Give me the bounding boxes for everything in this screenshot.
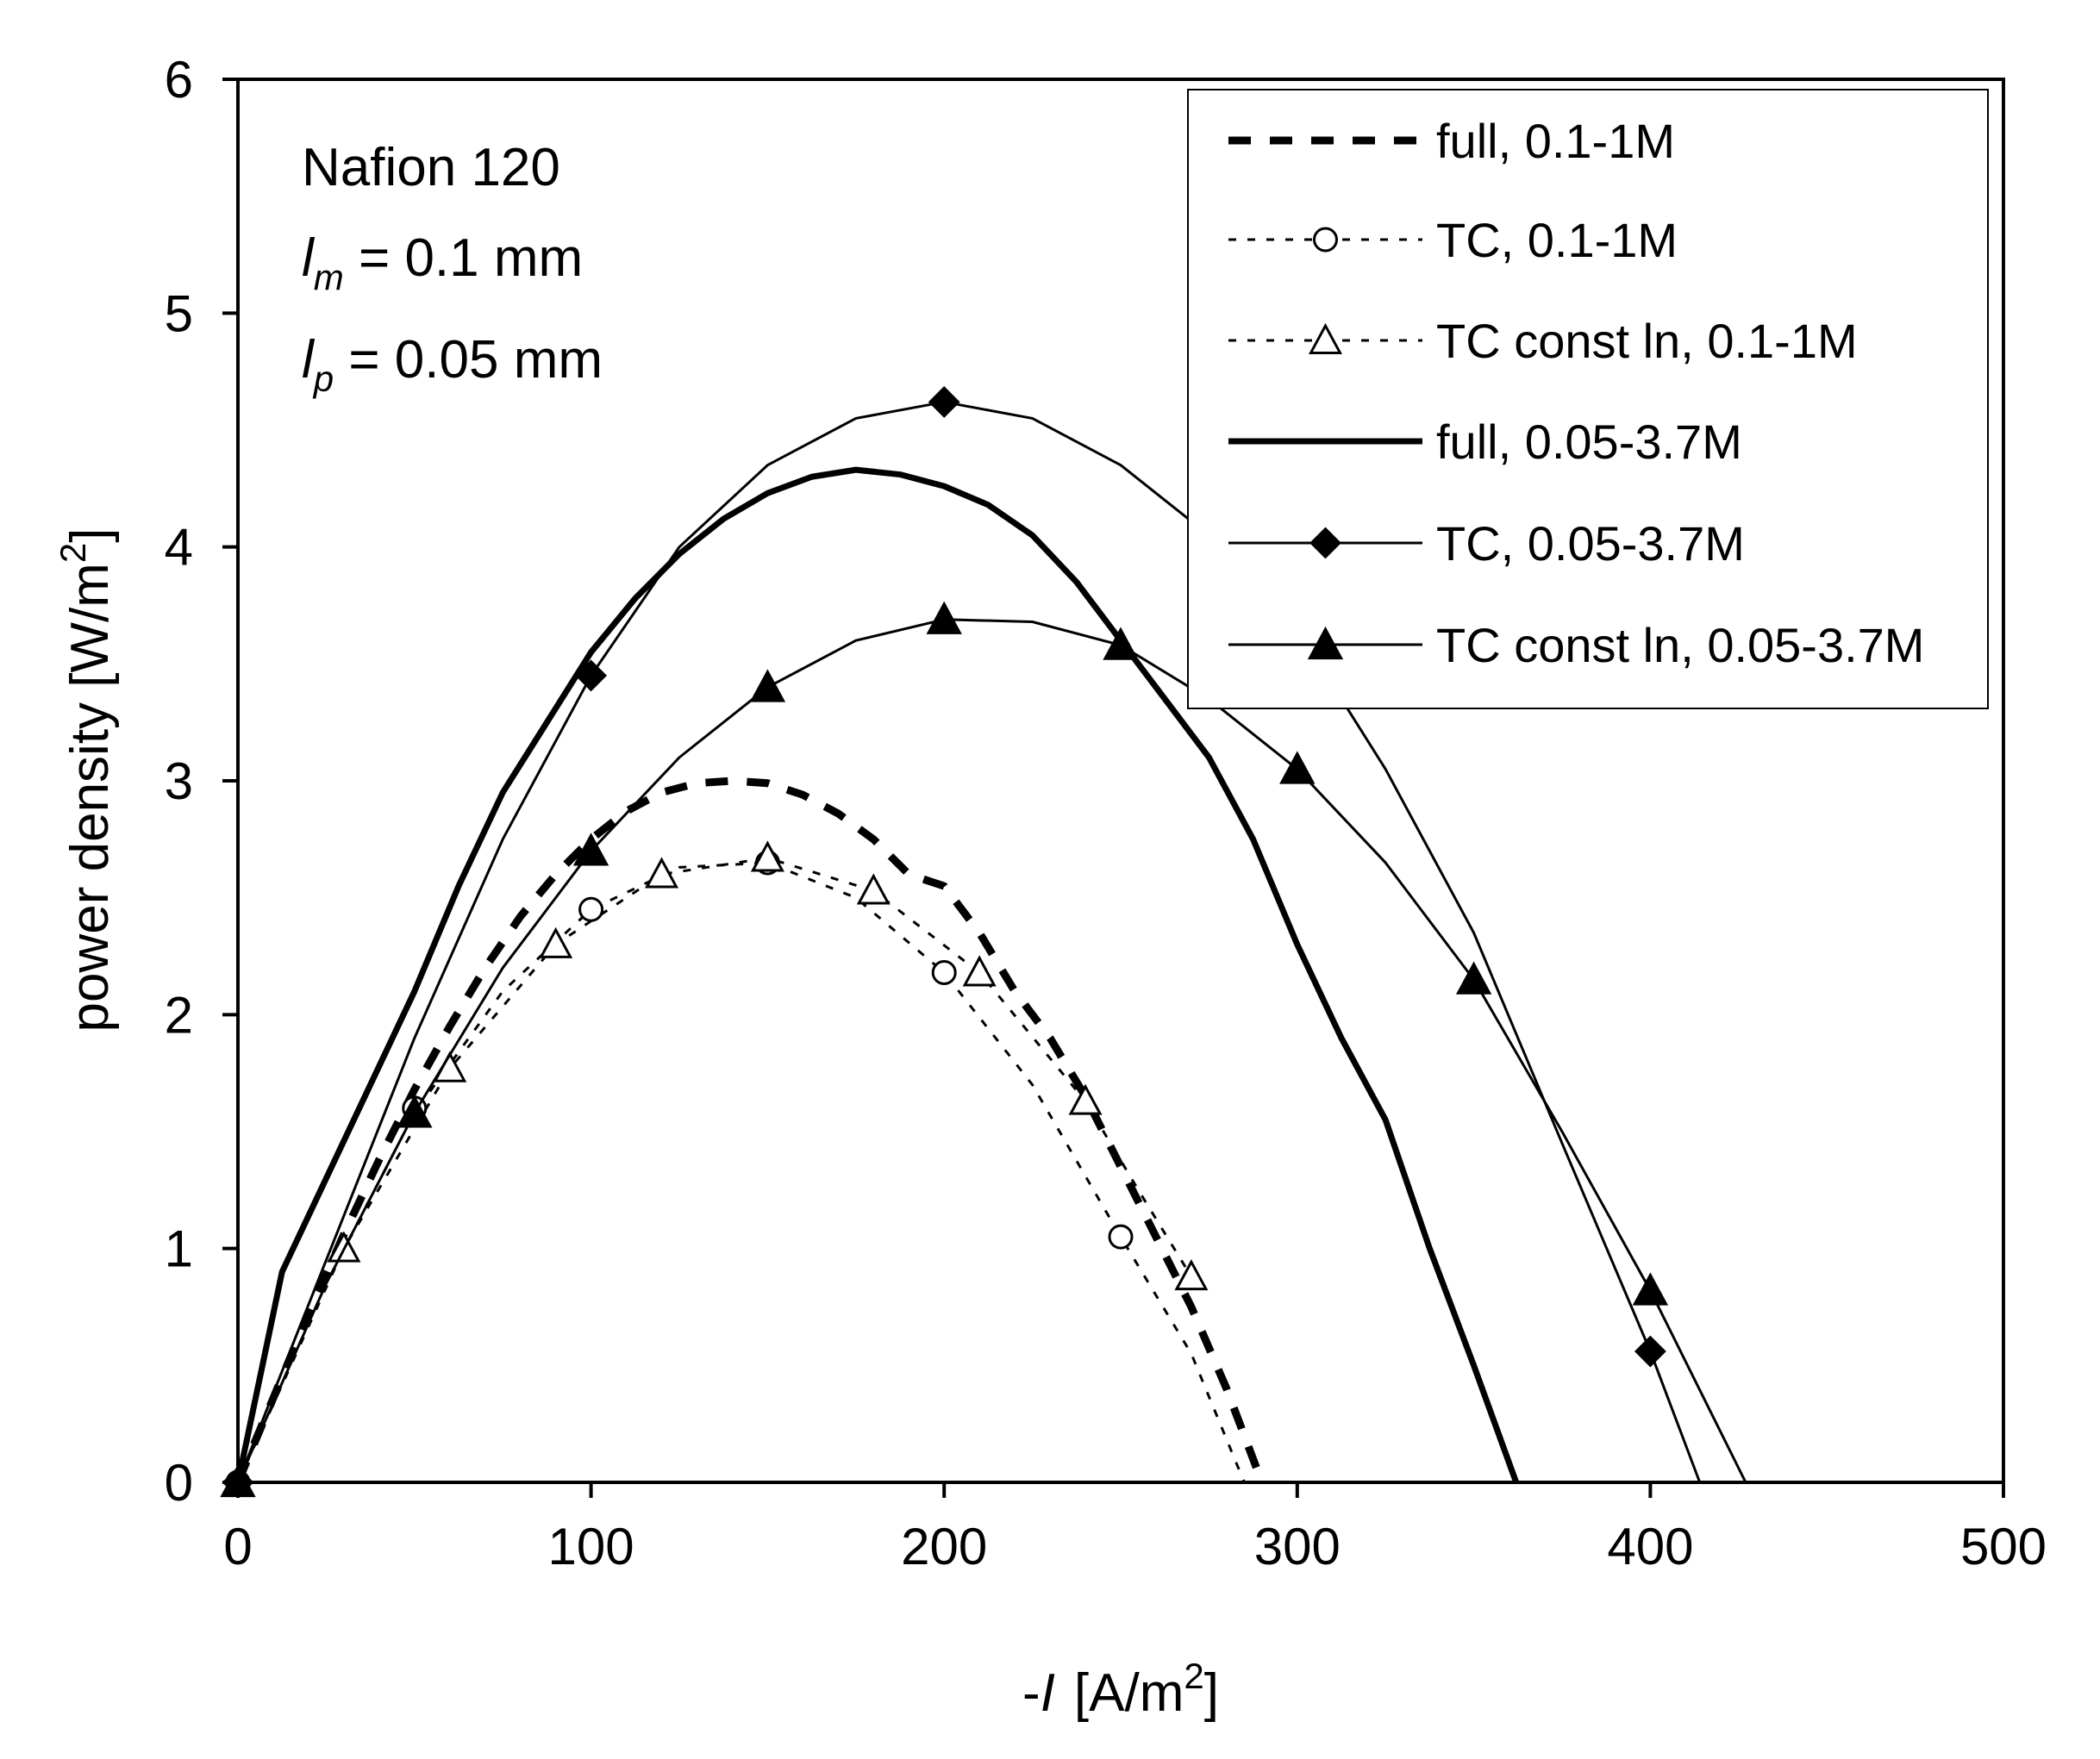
- series-4: [234, 466, 1520, 1484]
- annotation-membrane-thickness: lm = 0.1 mm: [302, 228, 583, 297]
- legend-marker: [1308, 322, 1343, 354]
- data-point: [1634, 1335, 1666, 1368]
- legend-box: [1187, 89, 1989, 709]
- x-axis-title: -I [A/m2]: [1022, 1656, 1219, 1723]
- legend: full, 0.1-1M TC, 0.1-1M TC const ln, 0.1-1…: [1187, 89, 1989, 709]
- legend-item: full, 0.1-1M: [1228, 114, 1675, 168]
- series-5: [222, 386, 1702, 1499]
- y-axis: 0 1 2 3 4 5 6: [165, 51, 238, 1512]
- legend-item: TC, 0.1-1M: [1228, 213, 1678, 267]
- legend-marker: [1309, 527, 1341, 559]
- data-point: [578, 896, 604, 922]
- series-1: [234, 777, 1266, 1484]
- data-point: [749, 669, 786, 702]
- data-point: [1455, 961, 1492, 995]
- y-tick-label: 3: [165, 752, 193, 810]
- annotation-block: Nafion 120 lm = 0.1 mm lp = 0.05 mm: [302, 138, 603, 399]
- y-tick-label: 4: [165, 519, 193, 577]
- y-axis-title: power density [W/m2]: [53, 528, 120, 1032]
- annotation-membrane: Nafion 120: [302, 138, 560, 197]
- data-point: [645, 857, 679, 889]
- data-point: [1632, 1272, 1669, 1306]
- legend-item: full, 0.05-3.7M: [1228, 415, 1742, 469]
- legend-label: TC const ln, 0.05-3.7M: [1436, 618, 1924, 672]
- legend-label: full, 0.05-3.7M: [1436, 415, 1742, 469]
- series-layer: [220, 386, 1747, 1499]
- legend-label: TC, 0.05-3.7M: [1436, 516, 1745, 571]
- legend-item: TC const ln, 0.05-3.7M: [1228, 618, 1924, 672]
- x-axis: 0 100 200 300 400 500: [223, 1482, 2047, 1575]
- data-point: [539, 926, 573, 958]
- data-point: [928, 386, 960, 418]
- y-tick-label: 2: [165, 986, 193, 1044]
- series-line: [236, 618, 1747, 1483]
- series-line: [234, 777, 1266, 1484]
- y-tick-label: 5: [165, 284, 193, 342]
- legend-marker: [1313, 227, 1338, 253]
- annotation-porous-thickness: lp = 0.05 mm: [302, 330, 603, 399]
- legend-marker: [1307, 626, 1344, 660]
- series-line: [236, 400, 1702, 1483]
- data-point: [962, 955, 997, 987]
- series-line: [234, 466, 1520, 1484]
- data-point: [750, 840, 784, 872]
- data-point: [926, 601, 962, 634]
- data-point: [1279, 751, 1316, 784]
- x-tick-label: 500: [1960, 1518, 2047, 1575]
- data-point: [856, 873, 891, 905]
- data-point: [220, 1463, 256, 1498]
- legend-item: TC, 0.05-3.7M: [1228, 516, 1745, 571]
- data-point: [572, 833, 609, 866]
- x-tick-label: 300: [1254, 1518, 1341, 1575]
- data-point: [1174, 1259, 1209, 1291]
- data-point: [1103, 627, 1139, 660]
- legend-label: TC, 0.1-1M: [1436, 213, 1678, 267]
- series-line: [236, 857, 1193, 1483]
- data-point: [575, 659, 608, 692]
- y-tick-label: 0: [165, 1454, 193, 1512]
- legend-label: TC const ln, 0.1-1M: [1436, 314, 1858, 368]
- x-tick-label: 0: [223, 1518, 252, 1575]
- series-2: [225, 850, 1246, 1495]
- data-point: [1068, 1083, 1103, 1115]
- y-tick-label: 6: [165, 51, 193, 109]
- y-tick-label: 1: [165, 1220, 193, 1278]
- series-6: [220, 601, 1747, 1498]
- x-tick-label: 200: [901, 1518, 987, 1575]
- data-point: [1108, 1224, 1134, 1250]
- data-point: [931, 959, 957, 985]
- x-tick-label: 100: [548, 1518, 634, 1575]
- legend-item: TC const ln, 0.1-1M: [1228, 314, 1858, 368]
- data-point: [397, 1095, 433, 1128]
- legend-label: full, 0.1-1M: [1436, 114, 1675, 168]
- x-tick-label: 400: [1607, 1518, 1693, 1575]
